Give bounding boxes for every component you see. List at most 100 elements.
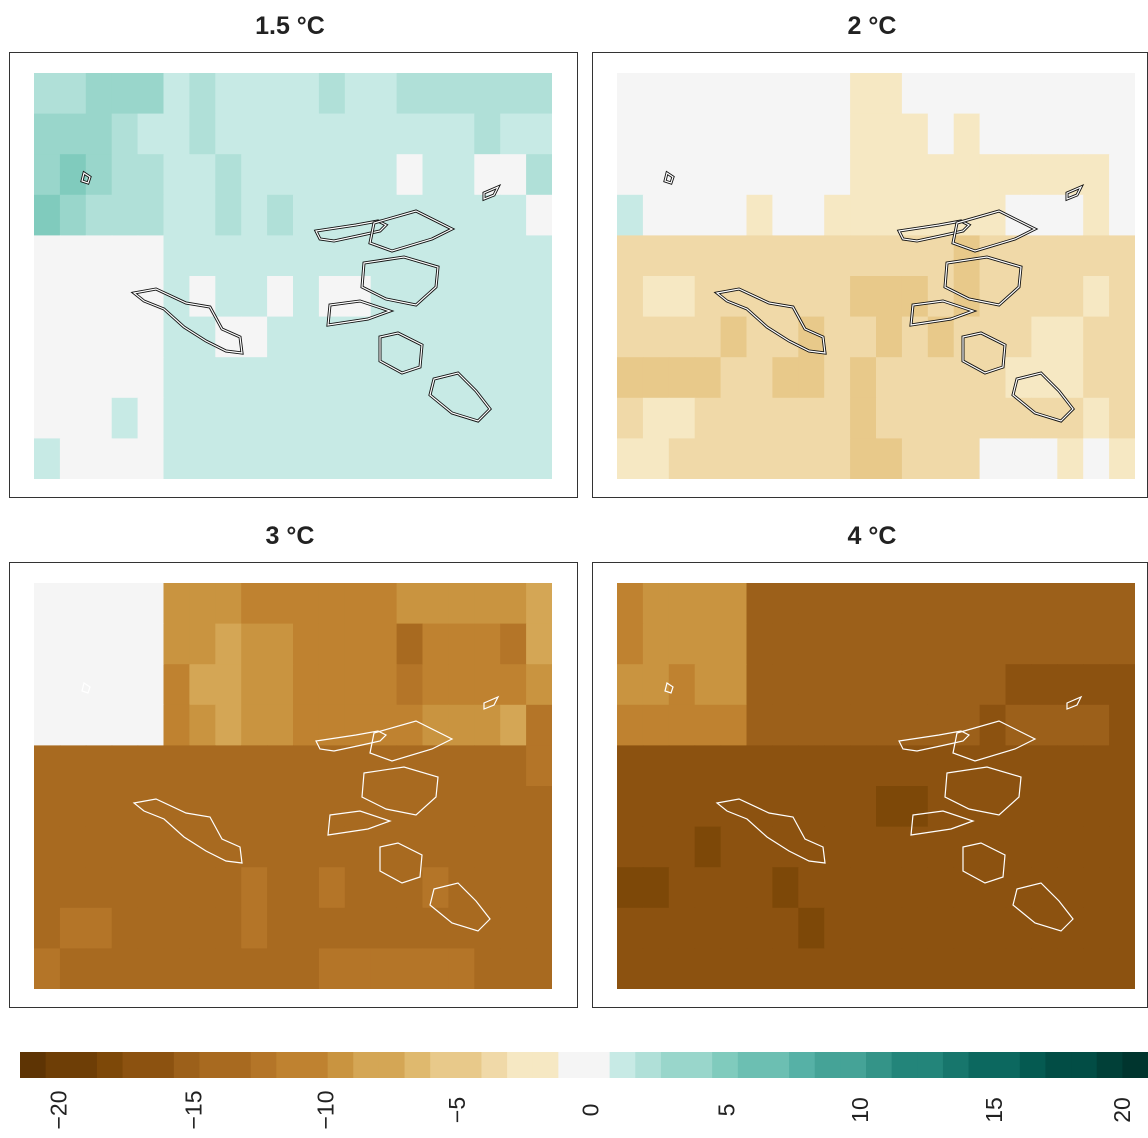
grid-cell <box>850 276 877 318</box>
tick-label-5: 5 <box>712 1103 739 1117</box>
grid-cell <box>694 235 722 277</box>
grid-cell <box>163 664 190 706</box>
colorbar-swatch <box>20 1052 47 1078</box>
grid-cell <box>111 276 139 318</box>
colorbar-swatch <box>866 1052 893 1078</box>
grid-cell <box>772 438 799 479</box>
grid-cell <box>617 194 644 236</box>
grid-cell <box>163 113 190 155</box>
grid-cell <box>370 948 398 989</box>
grid-cell <box>370 154 398 196</box>
grid-cell <box>1109 113 1135 155</box>
grid-cell <box>293 73 320 115</box>
grid-cell <box>241 235 268 277</box>
grid-cell <box>500 235 527 277</box>
grid-cell <box>137 316 165 358</box>
colorbar-swatch <box>481 1052 508 1078</box>
colorbar-swatch <box>789 1052 816 1078</box>
grid-cell <box>344 316 372 358</box>
tick-label-neg15: −15 <box>180 1090 207 1130</box>
grid-cell <box>474 623 501 665</box>
colorbar-swatch <box>45 1052 72 1078</box>
colorbar-swatch <box>276 1052 303 1078</box>
grid-cell <box>344 623 372 665</box>
grid-cell <box>772 194 799 236</box>
grid-cell <box>293 786 320 828</box>
grid-cell <box>720 154 748 196</box>
grid-cell <box>189 583 216 625</box>
grid-cell <box>396 154 424 196</box>
grid-cell <box>1109 438 1135 479</box>
grid-cell <box>1083 664 1110 706</box>
region-outline <box>81 172 91 184</box>
grid-cell <box>1109 745 1135 787</box>
grid-cell <box>344 948 372 989</box>
grid-cell <box>1005 826 1032 868</box>
panel-title-2: 2 °C <box>847 12 897 40</box>
grid-cell <box>267 397 294 439</box>
grid-cell <box>370 704 398 746</box>
grid-cell <box>370 826 398 868</box>
grid-cell <box>448 745 475 787</box>
grid-cell <box>953 704 981 746</box>
region-outline <box>315 220 388 242</box>
grid-cell <box>850 73 877 115</box>
colorbar-swatch <box>225 1052 252 1078</box>
grid-cell <box>617 438 644 479</box>
colorbar-swatch <box>1122 1052 1148 1078</box>
grid-cell <box>1005 664 1032 706</box>
grid-cell <box>396 664 424 706</box>
grid-cell <box>189 704 216 746</box>
grid-cell <box>1083 786 1110 828</box>
grid-cell <box>979 583 1007 625</box>
region-outline <box>1012 372 1074 422</box>
grid-cell <box>215 907 242 949</box>
grid-cell <box>189 194 216 236</box>
grid-cell <box>642 948 670 989</box>
grid-cell <box>111 154 139 196</box>
grid-cell <box>1005 113 1032 155</box>
grid-cell <box>953 113 981 155</box>
grid-cell <box>850 704 877 746</box>
grid-cell <box>85 745 113 787</box>
grid-cell <box>163 867 190 909</box>
grid-cell <box>448 786 475 828</box>
grid-cell <box>798 583 825 625</box>
grid-cell <box>111 194 139 236</box>
grid-cell <box>772 154 799 196</box>
grid-cell <box>824 745 851 787</box>
grid-cell <box>642 154 670 196</box>
grid-cell <box>370 235 398 277</box>
grid-cell <box>163 194 190 236</box>
grid-cell <box>500 745 527 787</box>
grid-cell <box>215 745 242 787</box>
grid-cell <box>1083 704 1110 746</box>
grid-cell <box>500 867 527 909</box>
colorbar-swatch <box>1045 1052 1072 1078</box>
grid-cell <box>642 276 670 318</box>
grid-cell <box>668 73 696 115</box>
grid-cell <box>267 276 294 318</box>
grid-cell <box>526 704 552 746</box>
grid-cell <box>901 73 929 115</box>
grid-cell <box>85 397 113 439</box>
region-outline <box>379 332 423 374</box>
grid-cell <box>1083 113 1110 155</box>
grid-cell <box>59 154 87 196</box>
grid-cell <box>422 154 449 196</box>
grid-cell <box>448 704 475 746</box>
grid-cell <box>694 664 722 706</box>
grid-cell <box>772 826 799 868</box>
grid-cell <box>137 276 165 318</box>
grid-cell <box>720 745 748 787</box>
grid-cell <box>318 73 346 115</box>
map-raster-3 <box>34 583 552 989</box>
grid-cell <box>241 786 268 828</box>
grid-cell <box>824 664 851 706</box>
grid-cell <box>1083 826 1110 868</box>
grid-cell <box>953 826 981 868</box>
grid-cell <box>772 113 799 155</box>
grid-cell <box>953 664 981 706</box>
region-outline <box>952 210 1037 252</box>
tick-label-neg10: −10 <box>312 1090 339 1130</box>
